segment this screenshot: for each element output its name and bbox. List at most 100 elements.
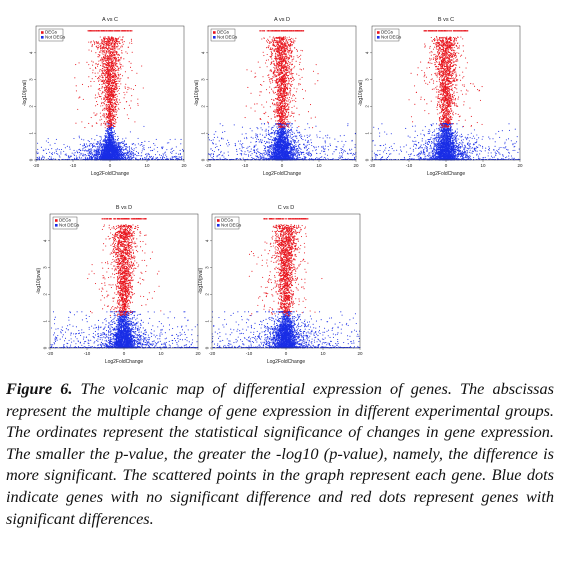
- degs-point: [103, 42, 105, 44]
- degs-point: [100, 124, 102, 126]
- not-degs-point: [91, 146, 94, 148]
- not-degs-point: [105, 149, 107, 151]
- not-degs-point: [131, 151, 133, 153]
- degs-point: [121, 39, 123, 41]
- not-degs-point: [90, 143, 92, 145]
- not-degs-point: [153, 148, 155, 150]
- not-degs-point: [79, 158, 81, 160]
- degs-point: [113, 72, 115, 74]
- not-degs-point: [116, 149, 118, 151]
- degs-point: [117, 72, 119, 74]
- degs-point: [75, 90, 77, 92]
- not-degs-point: [71, 152, 73, 154]
- degs-point: [104, 58, 106, 60]
- degs-point: [109, 44, 111, 46]
- not-degs-point: [123, 153, 125, 155]
- degs-point: [129, 107, 132, 109]
- not-degs-point: [160, 154, 162, 157]
- degs-point: [96, 113, 98, 115]
- degs-point: [101, 83, 103, 86]
- not-degs-point: [90, 158, 92, 160]
- degs-point: [107, 94, 109, 96]
- degs-point: [92, 69, 94, 71]
- degs-point: [114, 64, 116, 66]
- not-degs-point: [85, 155, 87, 157]
- degs-point: [111, 82, 113, 85]
- degs-point: [112, 54, 114, 56]
- degs-point: [98, 60, 100, 62]
- not-degs-point: [172, 156, 174, 158]
- degs-point: [124, 86, 126, 88]
- degs-point: [114, 102, 116, 104]
- degs-point: [116, 93, 118, 95]
- not-degs-point: [103, 151, 105, 153]
- not-degs-point: [175, 152, 177, 154]
- not-degs-point: [328, 149, 330, 151]
- degs-point: [115, 121, 117, 123]
- not-degs-point: [179, 152, 181, 155]
- degs-point: [119, 66, 122, 69]
- degs-point: [99, 69, 101, 71]
- degs-point: [103, 122, 105, 124]
- not-degs-point: [80, 152, 82, 154]
- not-degs-point: [341, 151, 343, 154]
- degs-point: [114, 105, 116, 107]
- not-degs-point: [91, 153, 93, 155]
- degs-point: [114, 85, 116, 87]
- degs-point: [90, 80, 92, 83]
- not-degs-point: [156, 156, 159, 158]
- not-degs-point: [98, 156, 101, 158]
- degs-point: [97, 63, 99, 65]
- degs-point: [112, 54, 114, 57]
- not-degs-point: [182, 148, 184, 150]
- not-degs-point: [272, 149, 274, 151]
- not-degs-point: [121, 148, 123, 150]
- not-degs-point: [126, 146, 128, 148]
- x-tick-label: 20: [181, 163, 187, 168]
- degs-point: [97, 54, 99, 56]
- degs-point: [115, 97, 117, 99]
- degs-point: [101, 118, 103, 120]
- degs-point: [104, 73, 107, 75]
- degs-point: [105, 81, 107, 83]
- not-degs-point: [116, 145, 118, 148]
- degs-point: [115, 88, 117, 91]
- not-degs-point: [130, 158, 132, 160]
- not-degs-point: [97, 147, 99, 149]
- degs-point: [110, 116, 112, 118]
- not-degs-point: [104, 148, 106, 150]
- not-degs-point: [292, 151, 294, 153]
- not-degs-point: [107, 140, 109, 142]
- degs-point: [128, 30, 130, 32]
- not-degs-point: [112, 137, 114, 139]
- degs-point: [133, 88, 135, 90]
- not-degs-point: [106, 146, 108, 148]
- not-degs-point: [117, 145, 120, 147]
- degs-point: [124, 87, 126, 89]
- degs-point: [100, 58, 102, 60]
- not-degs-point: [104, 152, 106, 154]
- degs-point: [94, 42, 96, 44]
- not-degs-point: [91, 155, 93, 157]
- degs-point: [112, 74, 114, 76]
- not-degs-point: [178, 156, 180, 158]
- degs-point: [102, 114, 104, 116]
- degs-point: [101, 48, 103, 50]
- degs-point: [102, 64, 104, 66]
- not-degs-point: [341, 155, 343, 157]
- not-degs-point: [103, 155, 105, 157]
- not-degs-point: [84, 158, 86, 160]
- degs-point: [113, 93, 115, 95]
- not-degs-point: [37, 152, 39, 154]
- degs-point: [120, 65, 122, 68]
- not-degs-point: [61, 158, 63, 160]
- degs-point: [108, 121, 111, 123]
- not-degs-point: [91, 149, 93, 151]
- not-degs-point: [73, 157, 76, 159]
- degs-point: [101, 65, 103, 67]
- degs-point: [109, 113, 111, 116]
- not-degs-point: [96, 158, 98, 160]
- degs-point: [113, 116, 115, 118]
- degs-point: [104, 83, 106, 85]
- degs-point: [102, 108, 104, 110]
